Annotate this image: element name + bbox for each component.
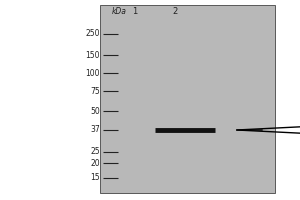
- Bar: [100, 5, 275, 193]
- Text: 37: 37: [90, 126, 100, 134]
- Text: 75: 75: [90, 86, 100, 96]
- Text: 2: 2: [172, 7, 178, 17]
- Text: 1: 1: [132, 7, 138, 17]
- Text: 250: 250: [85, 29, 100, 38]
- Text: 150: 150: [85, 50, 100, 60]
- Text: 50: 50: [90, 106, 100, 116]
- Text: 25: 25: [90, 148, 100, 156]
- Text: 20: 20: [90, 158, 100, 168]
- Text: kDa: kDa: [112, 7, 127, 17]
- Text: 15: 15: [90, 173, 100, 182]
- Text: 100: 100: [85, 68, 100, 77]
